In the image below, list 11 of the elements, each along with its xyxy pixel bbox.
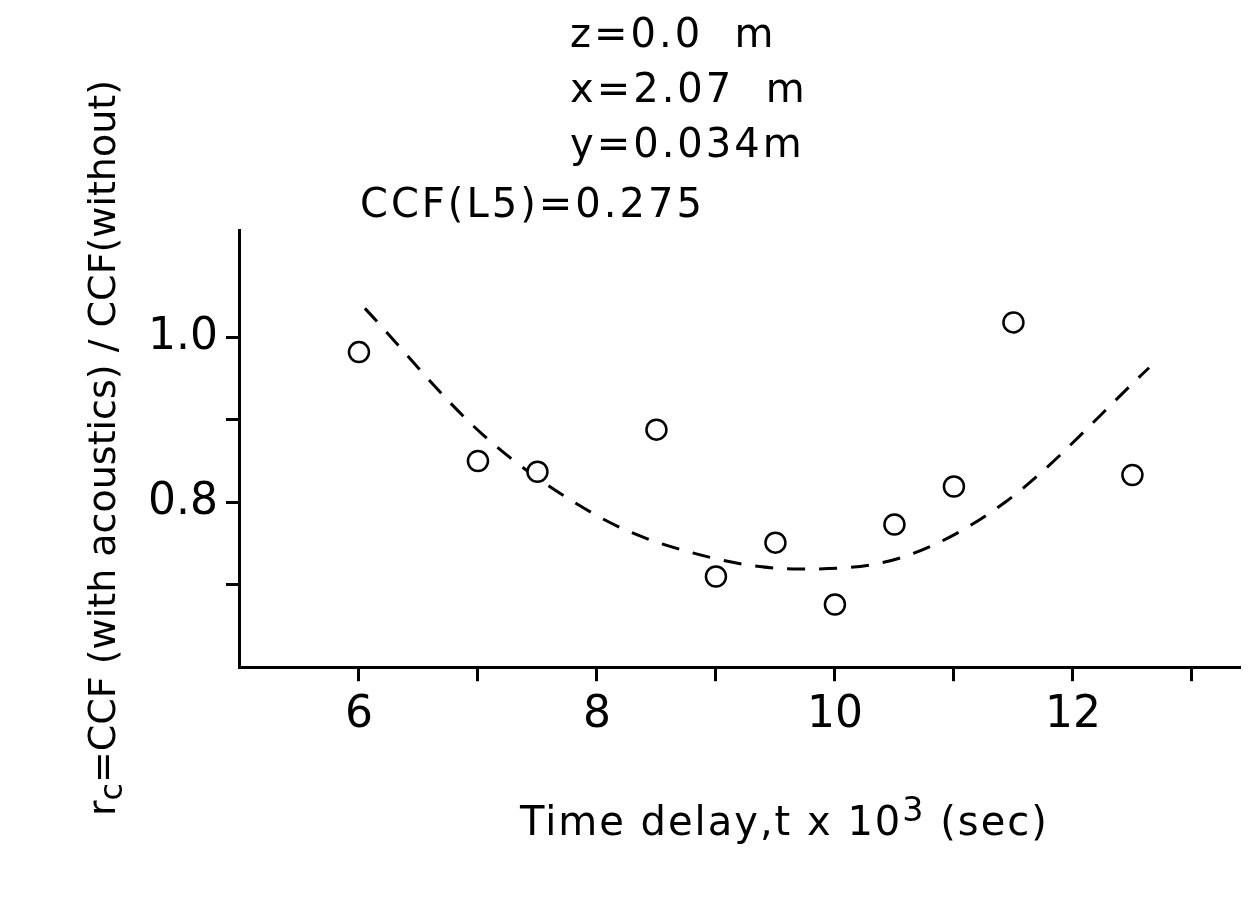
y-tick-label: 0.8 [147,472,218,524]
y-tick-label: 1.0 [147,307,218,359]
x-axis-title: Time delay,t x 10$^{3}$ (sec) [520,790,1049,845]
text: y=0.034m [570,120,805,166]
x-tick-label: 6 [344,686,373,738]
text: z=0.0 m [570,10,777,56]
x-tick-label: 10 [806,686,863,738]
x-tick-label: 12 [1044,686,1101,738]
text: x=2.07 m [570,65,808,111]
x-tick-label: 8 [582,686,611,738]
text: CCF(L5)=0.275 [360,180,705,226]
